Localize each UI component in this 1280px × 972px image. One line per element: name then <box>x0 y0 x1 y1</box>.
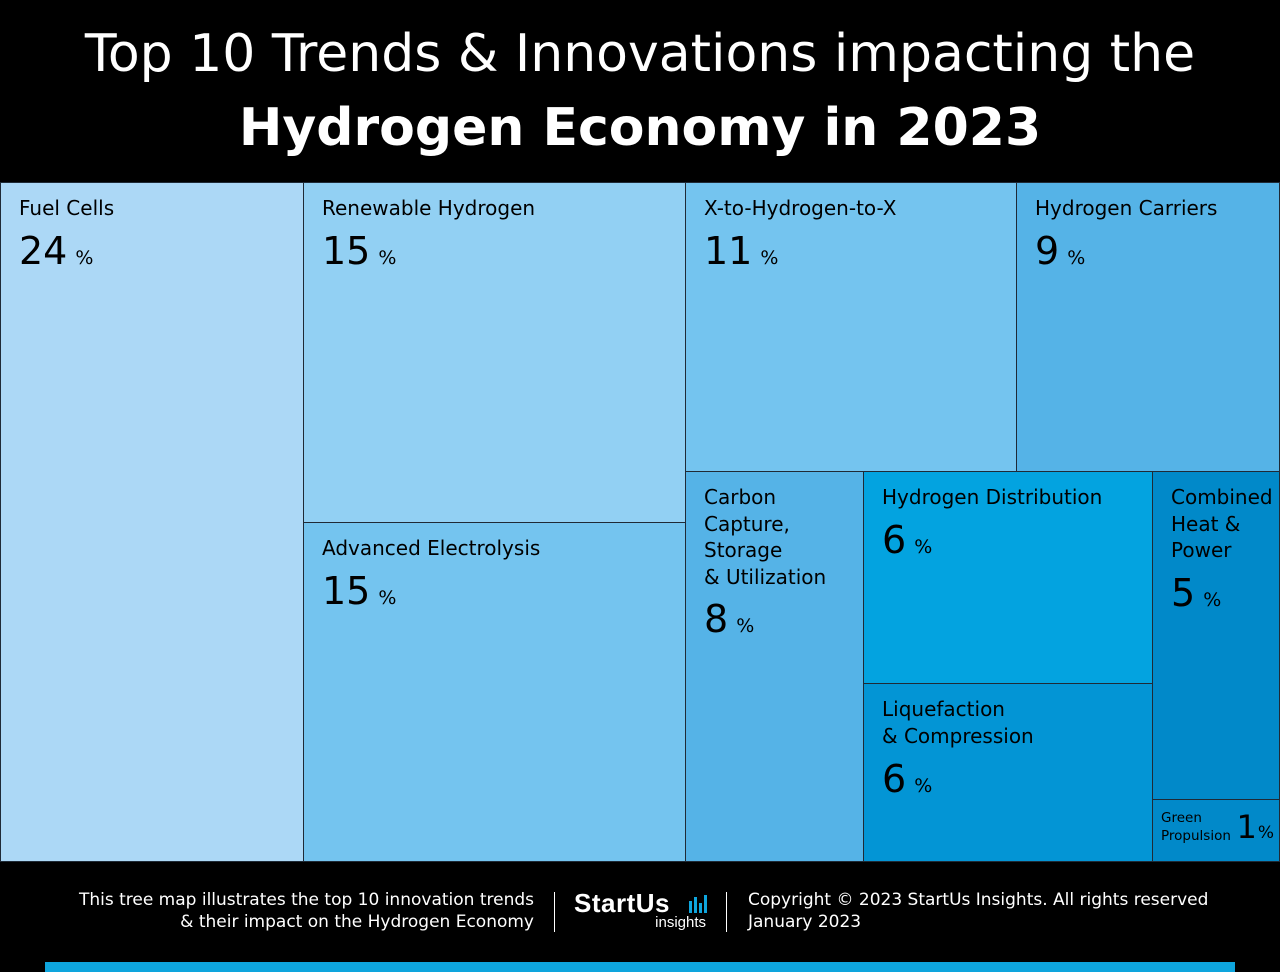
tile-value: 11% <box>704 231 778 278</box>
tile-value-unit: % <box>914 775 933 797</box>
tile-value: 6% <box>882 520 932 567</box>
treemap-tile-fuel-cells: Fuel Cells 24% <box>0 182 304 862</box>
treemap-tile-advanced-electrolysis: Advanced Electrolysis 15% <box>303 522 686 862</box>
tile-label: Carbon Capture, Storage & Utilization <box>704 485 827 589</box>
logo-main-text: StartUs <box>574 888 670 918</box>
chart-title-line1: Top 10 Trends & Innovations impacting th… <box>84 24 1196 84</box>
footer: This tree map illustrates the top 10 inn… <box>0 862 1280 972</box>
footer-description-line2: & their impact on the Hydrogen Economy <box>180 912 534 932</box>
tile-value-number: 1 <box>1236 808 1257 846</box>
tile-label: Combined Heat & Power <box>1171 485 1273 562</box>
tile-value-number: 9 <box>1035 229 1060 273</box>
footer-description-line1: This tree map illustrates the top 10 inn… <box>78 890 534 910</box>
tile-value: 15% <box>322 571 396 618</box>
tile-value-number: 15 <box>322 229 371 273</box>
treemap-tile-carbon-capture-storage-utilization: Carbon Capture, Storage & Utilization 8% <box>685 471 864 862</box>
footer-divider-right <box>726 892 727 932</box>
tile-value-unit: % <box>378 247 397 269</box>
date-text: January 2023 <box>748 912 862 932</box>
tile-label: Fuel Cells <box>19 196 115 220</box>
treemap-tile-combined-heat-power: Combined Heat & Power 5% <box>1152 471 1280 800</box>
tile-value: 1% <box>1236 810 1274 850</box>
tile-value: 15% <box>322 231 396 278</box>
startus-logo: StartUs insights <box>574 888 708 932</box>
treemap-tile-hydrogen-distribution: Hydrogen Distribution 6% <box>863 471 1153 684</box>
tile-label: Liquefaction & Compression <box>882 697 1034 748</box>
tile-value: 9% <box>1035 231 1085 278</box>
tile-value-unit: % <box>914 536 933 558</box>
tile-value-unit: % <box>1257 823 1274 843</box>
tile-value-number: 5 <box>1171 571 1196 615</box>
tile-value-number: 6 <box>882 757 907 801</box>
treemap-tile-x-to-hydrogen-to-x: X-to-Hydrogen-to-X 11% <box>685 182 1017 472</box>
treemap-tile-hydrogen-carriers: Hydrogen Carriers 9% <box>1016 182 1280 472</box>
logo-sub-text: insights <box>655 914 706 931</box>
tile-label: Hydrogen Distribution <box>882 485 1103 509</box>
footer-accent-bar <box>45 962 1235 972</box>
tile-value-unit: % <box>75 247 94 269</box>
treemap-tile-renewable-hydrogen: Renewable Hydrogen 15% <box>303 182 686 523</box>
tile-value-unit: % <box>736 615 755 637</box>
copyright-text: Copyright © 2023 StartUs Insights. All r… <box>748 890 1209 910</box>
tile-label: Green Propulsion <box>1161 810 1231 844</box>
tile-label: Renewable Hydrogen <box>322 196 536 220</box>
tile-label: Advanced Electrolysis <box>322 536 541 560</box>
footer-copyright: Copyright © 2023 StartUs Insights. All r… <box>748 889 1208 933</box>
tile-label: X-to-Hydrogen-to-X <box>704 196 897 220</box>
treemap-tile-liquefaction-compression: Liquefaction & Compression 6% <box>863 683 1153 862</box>
tile-value-unit: % <box>760 247 779 269</box>
tile-value: 8% <box>704 599 754 646</box>
treemap-tile-green-propulsion: Green Propulsion 1% <box>1152 799 1280 862</box>
tile-value-number: 15 <box>322 569 371 613</box>
treemap: Fuel Cells 24% Renewable Hydrogen 15% Advanc… <box>0 182 1280 862</box>
tile-value-unit: % <box>1203 589 1222 611</box>
tile-value-number: 11 <box>704 229 753 273</box>
chart-title-line2: Hydrogen Economy in 2023 <box>238 98 1042 158</box>
footer-divider-left <box>554 892 555 932</box>
tile-value-unit: % <box>378 587 397 609</box>
tile-value: 6% <box>882 759 932 806</box>
tile-value: 24% <box>19 231 93 278</box>
tile-value: 5% <box>1171 573 1221 620</box>
header: Top 10 Trends & Innovations impacting th… <box>0 0 1280 182</box>
tile-value-number: 6 <box>882 518 907 562</box>
tile-value-number: 24 <box>19 229 68 273</box>
bar-chart-icon <box>689 895 707 913</box>
tile-label: Hydrogen Carriers <box>1035 196 1218 220</box>
footer-description: This tree map illustrates the top 10 inn… <box>79 889 534 933</box>
tile-value-number: 8 <box>704 597 729 641</box>
tile-value-unit: % <box>1067 247 1086 269</box>
